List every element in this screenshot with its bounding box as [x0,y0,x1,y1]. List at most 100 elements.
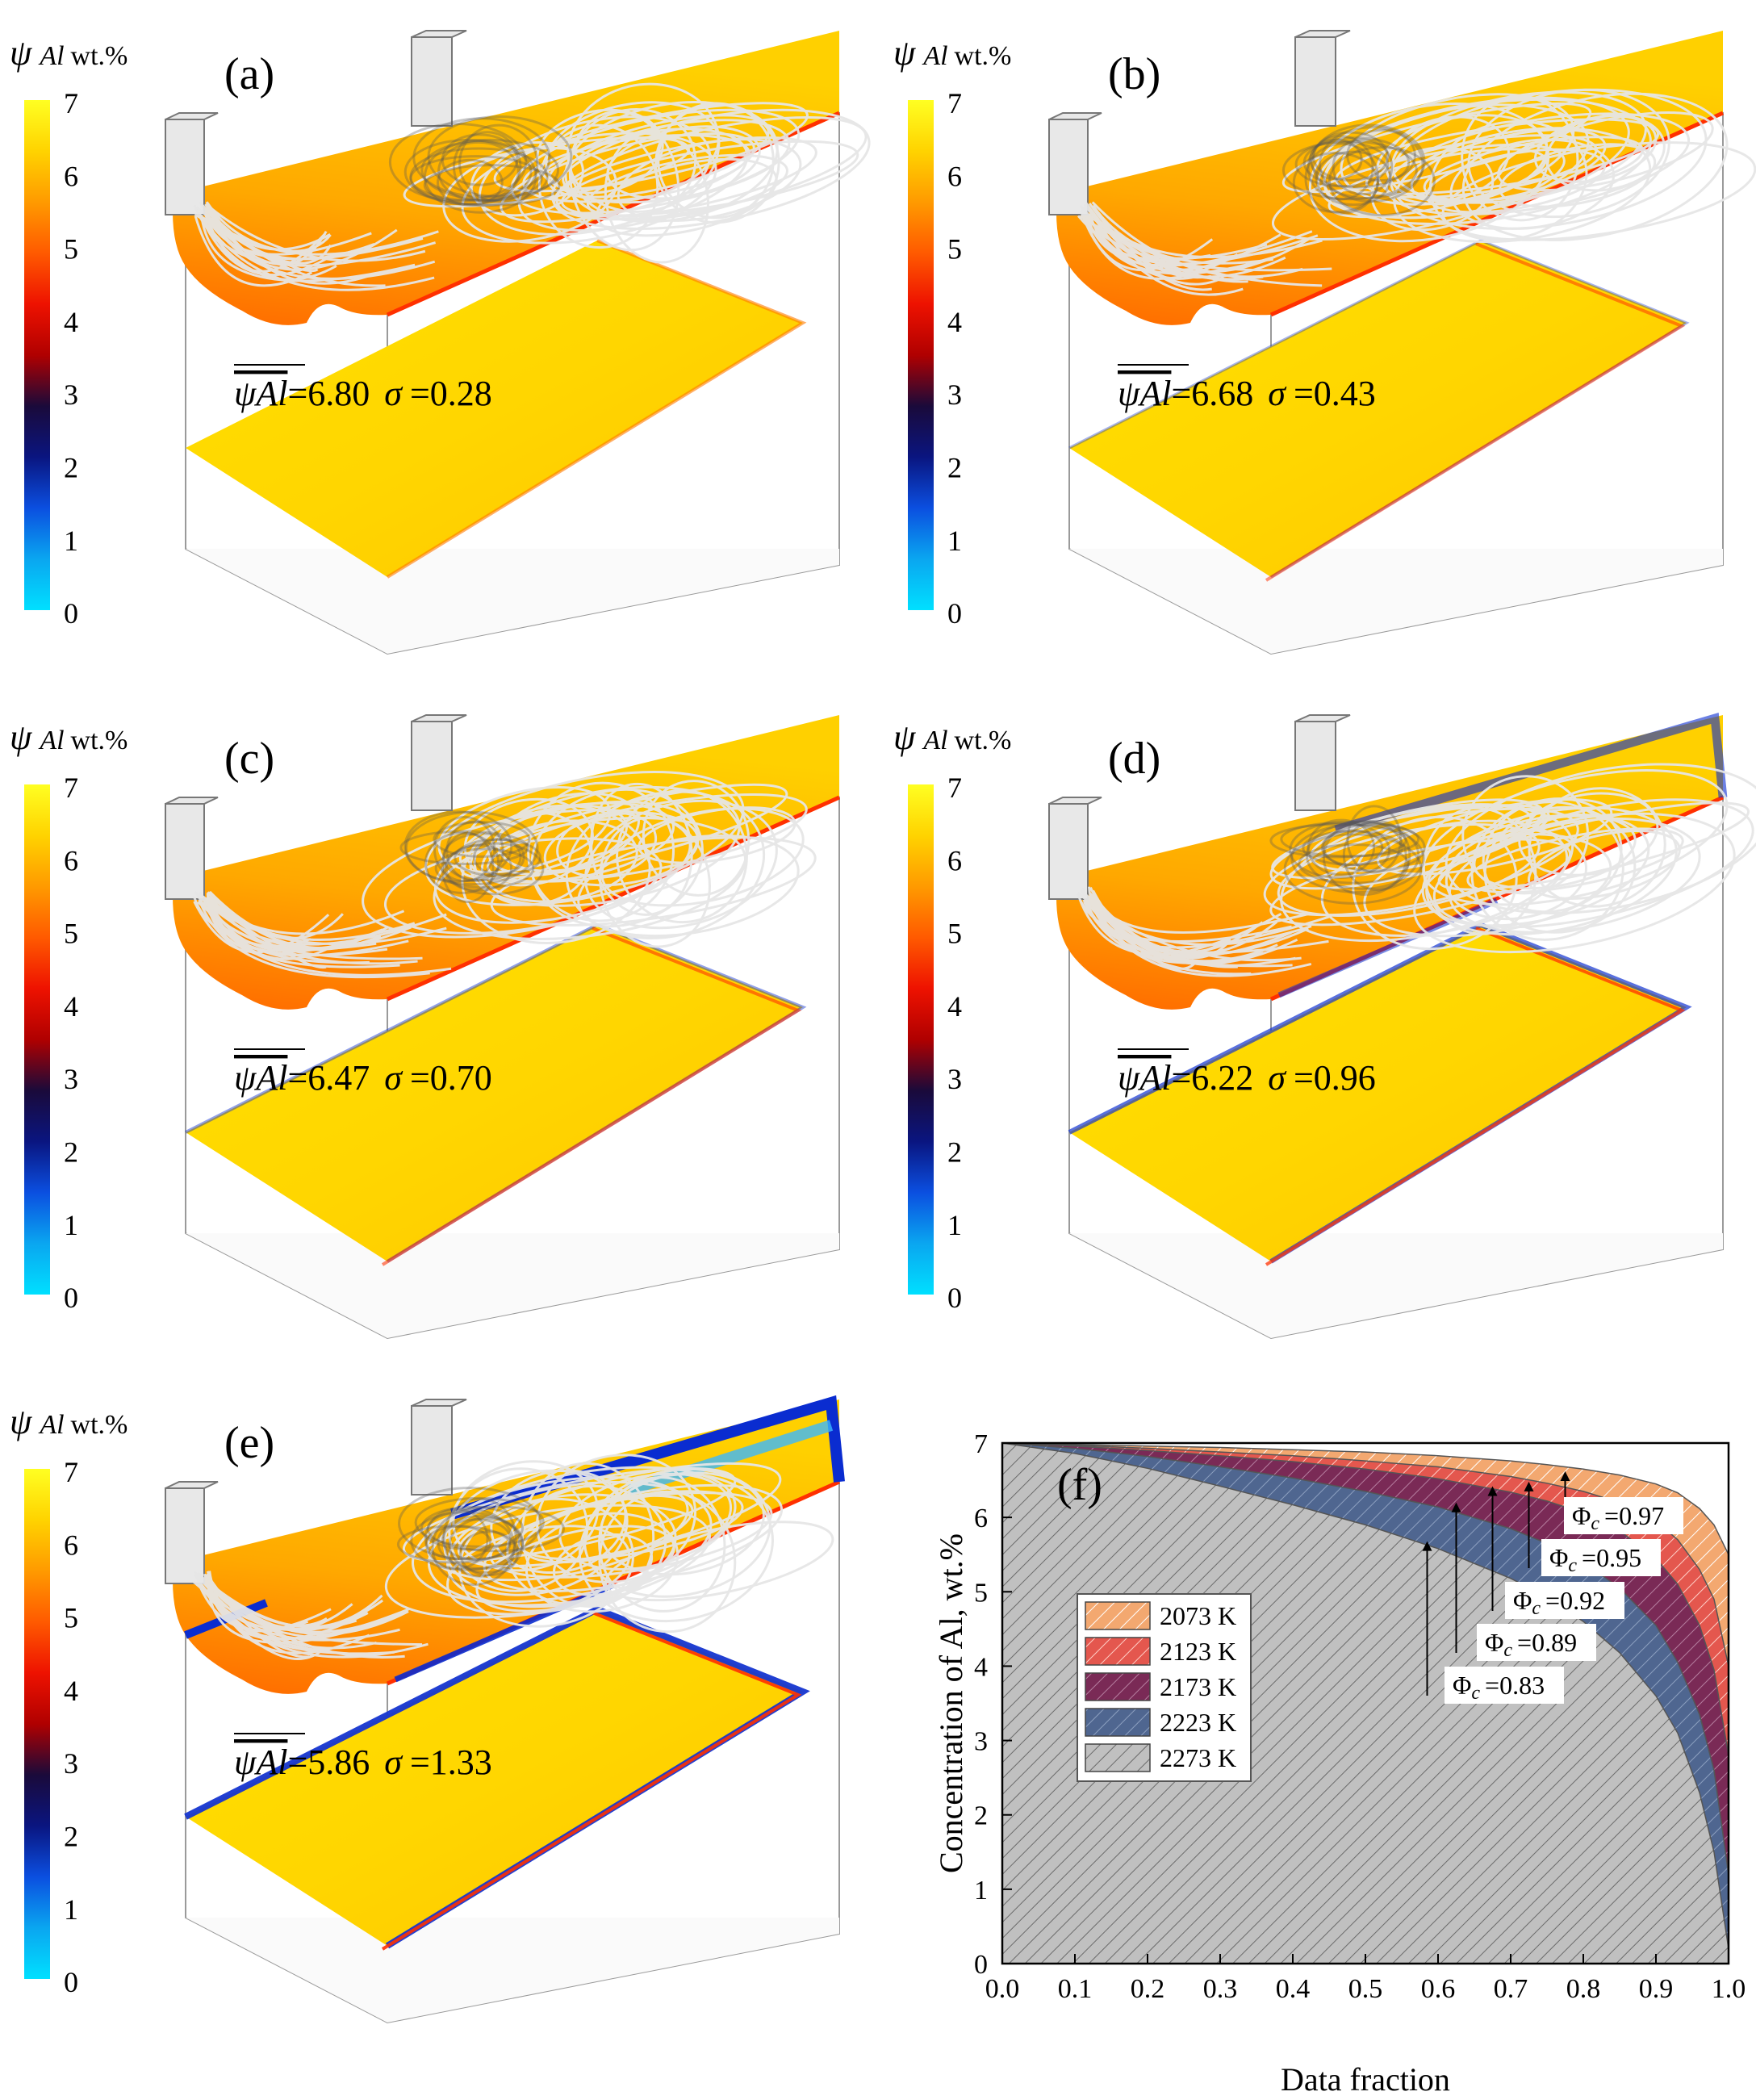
center-nozzle [1294,36,1336,127]
left-nozzle [1048,119,1089,215]
slice-plane [186,925,803,1261]
streamline-dark [399,830,529,865]
y-tick-label-3: 3 [974,1727,988,1757]
streamline [555,116,868,221]
streamline-dark [458,123,539,203]
streamline [206,893,388,957]
colorbar-tick-2: 2 [64,452,78,484]
streamline-dark [431,1508,516,1587]
y-tick-label-5: 5 [974,1578,988,1608]
annotation-value: =0.95 [1582,1543,1641,1572]
streamline [1422,769,1729,906]
streamline-dark [442,1497,517,1578]
colorbar-scale [908,784,934,1295]
streamline [590,782,693,916]
left-nozzle [165,803,205,900]
colorbar-unit: wt.% [955,41,1012,71]
lower-slice [1068,922,1692,1266]
streamline [1483,805,1637,934]
mean-value: =6.80 [287,374,370,413]
annotation-box [1445,1667,1564,1704]
streamline-dark [1307,818,1376,876]
colorbar: 7 6 5 4 3 2 1 0 ψ Al wt.% [10,1402,128,1998]
colorbar-tick-0: 0 [64,1282,78,1314]
streamline [1078,899,1292,943]
colorbar-title: ψ Al wt.% [893,717,1011,757]
streamline [206,1579,405,1644]
colorbar-tick-1: 1 [947,525,962,557]
colorbar-tick-0: 0 [64,597,78,630]
colorbar-scale [24,784,50,1295]
streamline-dark [1269,822,1407,859]
panel-statistics: ψAl=6.68 σ =0.43 [1118,374,1376,413]
colorbar-tick-1: 1 [64,1209,78,1241]
colorbar-tick-1: 1 [64,1893,78,1926]
colorbar-symbol: ψ [893,33,916,73]
streamline [1263,807,1579,917]
streamline [1425,806,1678,936]
streamline [617,138,802,222]
streamline [446,1493,677,1608]
streamline [433,801,700,924]
panel-label: (b) [1108,49,1160,99]
slice-edge-red [386,239,807,579]
colorbar-title: ψ Al wt.% [10,1402,128,1441]
colorbar-tick-5: 5 [947,233,962,266]
streamline [200,203,424,261]
colorbar-tick-0: 0 [64,1966,78,1998]
y-axis-label: Concentration of Al, wt.% [933,1533,969,1873]
nozzles [1048,30,1351,215]
lower-slice [185,922,807,1266]
streamline-dark [433,821,531,858]
streamline [1092,204,1273,265]
streamline-dark [1322,819,1407,896]
left-nozzle [1048,803,1089,900]
colorbar-tick-1: 1 [947,1209,962,1241]
streamline-dark [1322,822,1426,872]
sigma-symbol: σ [384,1058,403,1098]
streamline [583,1468,771,1598]
streamline-dark [412,117,551,199]
colorbar-tick-2: 2 [947,452,962,484]
x-tick-label-0.7: 0.7 [1494,1974,1528,2004]
sigma-symbol: σ [384,374,403,413]
streamline-dark [441,1518,512,1561]
annotation-text: Φc =0.89 [1485,1628,1577,1661]
annotation-phi-c: Φc =0.97 [1560,1471,1683,1534]
annotation-symbol: Φ [1485,1628,1503,1657]
streamline-dark [409,147,549,207]
slice-edge-red [381,927,802,1266]
y-tick-label-6: 6 [974,1504,988,1533]
x-tick-label-1.0: 1.0 [1712,1974,1746,2004]
slice-edge-red [381,1611,802,1951]
sigma-symbol: σ [1268,374,1287,413]
legend-label: 2123 K [1160,1637,1236,1666]
panel-label: (a) [224,49,274,99]
nozzles [165,714,467,900]
colorbar-tick-6: 6 [64,844,78,876]
streamline-dark [1283,833,1423,905]
streamline-dark [1342,819,1411,891]
colorbar-tick-3: 3 [947,379,962,411]
streamline-dark [1281,140,1418,201]
y-tick-label-0: 0 [974,1950,988,1980]
mean-value: =6.68 [1171,374,1253,413]
streamline-dark [1294,140,1390,188]
annotation-value: =0.89 [1517,1628,1577,1657]
mean-symbol: ψAl [1118,374,1171,413]
streamline-dark [441,133,519,186]
chart-label: (f) [1057,1460,1102,1510]
center-nozzle [411,721,453,811]
x-tick-label-0.1: 0.1 [1058,1974,1093,2004]
annotation-phi-c: Φc =0.89 [1451,1502,1596,1661]
streamline [1088,212,1276,275]
streamline [1518,792,1659,876]
streamline-dark [473,838,525,876]
streamline-dark [436,158,504,207]
streamline [1470,801,1624,941]
colorbar-tick-4: 4 [64,1675,78,1707]
